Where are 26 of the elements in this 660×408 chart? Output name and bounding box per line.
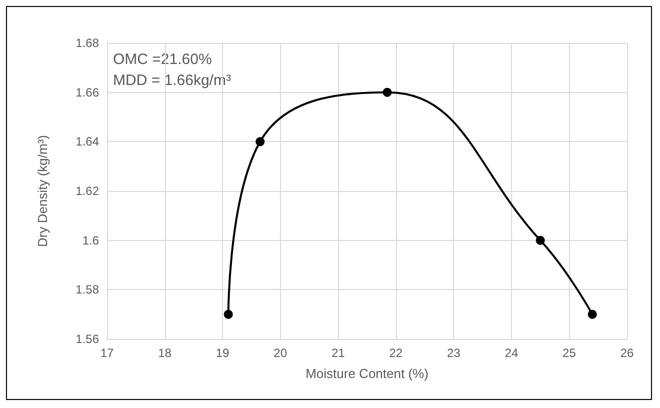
x-tick-label: 22 bbox=[389, 346, 403, 360]
y-tick-label: 1.58 bbox=[76, 282, 100, 297]
y-tick-label: 1.6 bbox=[82, 233, 100, 248]
annotation: MDD = 1.66kg/m³ bbox=[113, 72, 231, 89]
x-tick-label: 17 bbox=[100, 346, 114, 360]
x-tick-label: 23 bbox=[446, 346, 461, 360]
x-tick-label: 26 bbox=[620, 346, 634, 360]
x-tick-label: 18 bbox=[158, 346, 172, 360]
point bbox=[224, 310, 233, 319]
annotation: OMC =21.60% bbox=[113, 51, 212, 68]
point bbox=[382, 88, 392, 97]
point bbox=[536, 236, 545, 245]
point bbox=[588, 310, 597, 319]
x-tick-label: 25 bbox=[562, 346, 576, 360]
y-tick-label: 1.56 bbox=[76, 332, 100, 346]
y-tick-label: 1.64 bbox=[76, 134, 100, 149]
y-axis-title: Dry Density (kg/m³) bbox=[35, 135, 50, 247]
x-tick-label: 19 bbox=[216, 346, 230, 360]
x-tick-label: 24 bbox=[504, 346, 518, 360]
x-tick-label: 21 bbox=[331, 346, 346, 360]
point bbox=[256, 137, 265, 146]
x-axis-title: Moisture Content (%) bbox=[306, 366, 428, 381]
x-tick-label: 20 bbox=[274, 346, 288, 360]
y-tick-label: 1.68 bbox=[76, 36, 100, 50]
y-tick-label: 1.66 bbox=[76, 85, 100, 100]
y-tick-label: 1.62 bbox=[76, 184, 100, 198]
